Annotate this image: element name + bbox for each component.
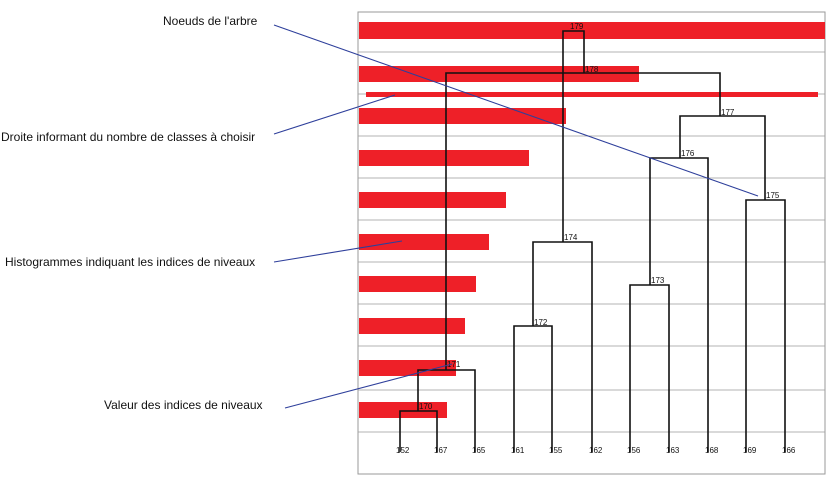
leader-line-cut bbox=[273, 94, 396, 135]
histogram-bar bbox=[359, 234, 489, 250]
leader-line-values bbox=[284, 363, 453, 409]
leaf-label: 152 bbox=[396, 446, 410, 455]
tree-branch bbox=[513, 325, 553, 452]
tree-branch bbox=[649, 157, 709, 452]
node-label: 171 bbox=[447, 360, 461, 369]
tree-branch bbox=[679, 115, 766, 200]
leader-line-nodes bbox=[273, 24, 759, 197]
leaf-label: 168 bbox=[705, 446, 719, 455]
node-label: 177 bbox=[721, 108, 735, 117]
node-label: 170 bbox=[419, 402, 433, 411]
tree-branch bbox=[562, 30, 585, 242]
node-label: 176 bbox=[681, 149, 695, 158]
plot-frame bbox=[357, 11, 826, 475]
node-label: 173 bbox=[651, 276, 665, 285]
leaf-label: 155 bbox=[549, 446, 563, 455]
node-labels: 170 171 172 173 174 175 176 177 178 179 bbox=[419, 22, 780, 411]
tree-branch bbox=[445, 72, 721, 370]
node-label: 175 bbox=[766, 191, 780, 200]
histogram-bar bbox=[359, 318, 465, 334]
histogram-bar bbox=[359, 108, 566, 124]
node-label: 172 bbox=[534, 318, 548, 327]
leaf-label: 163 bbox=[666, 446, 680, 455]
annotation-lines bbox=[273, 24, 759, 409]
histogram-bar bbox=[359, 192, 506, 208]
histogram-bar bbox=[359, 276, 476, 292]
histogram-bar bbox=[359, 360, 456, 376]
tree-branch bbox=[629, 284, 670, 452]
leaf-labels: 152 167 165 161 155 162 156 163 168 169 … bbox=[396, 446, 796, 455]
dendrogram-tree bbox=[399, 30, 786, 452]
annotation-cut-line: Droite informant du nombre de classes à … bbox=[1, 130, 256, 144]
histogram-bar bbox=[359, 150, 529, 166]
histogram-bar bbox=[359, 402, 447, 418]
leaf-label: 156 bbox=[627, 446, 641, 455]
node-label: 174 bbox=[564, 233, 578, 242]
histogram-bar bbox=[359, 66, 639, 82]
leaf-label: 162 bbox=[589, 446, 603, 455]
tree-branch bbox=[532, 241, 593, 452]
class-cut-line bbox=[366, 92, 818, 97]
annotation-histograms: Histogrammes indiquant les indices de ni… bbox=[5, 255, 256, 269]
leaf-label: 167 bbox=[434, 446, 448, 455]
leaf-label: 166 bbox=[782, 446, 796, 455]
node-label: 178 bbox=[585, 65, 599, 74]
leaf-label: 165 bbox=[472, 446, 486, 455]
histogram-bar bbox=[359, 22, 825, 39]
tree-branch bbox=[745, 199, 786, 452]
annotation-nodes: Noeuds de l'arbre bbox=[163, 14, 258, 28]
node-label: 179 bbox=[570, 22, 584, 31]
leaf-label: 161 bbox=[511, 446, 525, 455]
annotation-values: Valeur des indices de niveaux bbox=[104, 398, 263, 412]
leaf-label: 169 bbox=[743, 446, 757, 455]
leader-line-histograms bbox=[273, 240, 403, 263]
